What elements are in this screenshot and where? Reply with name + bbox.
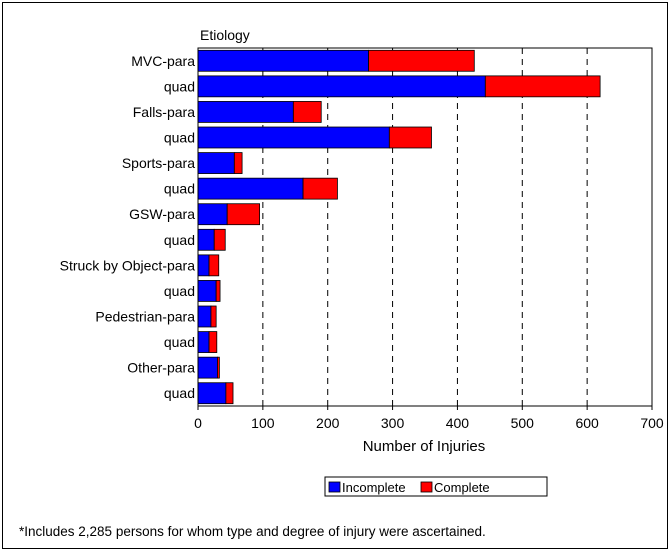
category-label: quad <box>164 78 195 94</box>
bar-complete-13 <box>226 383 233 404</box>
chart-title: Etiology <box>200 27 250 43</box>
bar-incomplete-12 <box>198 357 217 378</box>
x-tick-label: 400 <box>446 415 470 431</box>
bar-complete-0 <box>369 50 475 71</box>
bar-incomplete-4 <box>198 153 234 174</box>
bar-complete-3 <box>389 127 431 148</box>
bar-complete-6 <box>227 204 259 225</box>
x-tick-label: 200 <box>316 415 340 431</box>
legend: Incomplete Complete <box>325 477 547 496</box>
category-label: Struck by Object-para <box>60 257 196 273</box>
bar-complete-12 <box>217 357 219 378</box>
bar-incomplete-5 <box>198 178 303 199</box>
category-label: MVC-para <box>131 53 195 69</box>
category-label: quad <box>164 334 195 350</box>
bar-complete-11 <box>209 332 217 353</box>
bar-complete-7 <box>214 229 225 250</box>
legend-swatch-complete <box>421 482 432 492</box>
category-label: quad <box>164 385 195 401</box>
stacked-bar-chart: MVC-para quad Falls-para quad Sports-para qua… <box>3 3 667 548</box>
bar-complete-9 <box>216 280 220 301</box>
category-label: Other-para <box>127 360 195 376</box>
bar-incomplete-7 <box>198 229 214 250</box>
bar-complete-8 <box>209 255 219 276</box>
bar-complete-1 <box>485 76 600 97</box>
category-label: quad <box>164 130 195 146</box>
legend-swatch-incomplete <box>329 482 340 492</box>
x-tick-label: 700 <box>640 415 664 431</box>
bar-incomplete-1 <box>198 76 485 97</box>
bar-incomplete-2 <box>198 101 293 122</box>
x-tick-label: 100 <box>251 415 275 431</box>
x-axis-label: Number of Injuries <box>363 438 486 455</box>
bar-incomplete-10 <box>198 306 211 327</box>
legend-label-complete: Complete <box>434 480 490 495</box>
legend-label-incomplete: Incomplete <box>342 480 406 495</box>
bar-incomplete-3 <box>198 127 389 148</box>
x-tick-label: 600 <box>575 415 599 431</box>
bar-incomplete-9 <box>198 280 216 301</box>
category-label: Sports-para <box>122 155 195 171</box>
category-label: quad <box>164 232 195 248</box>
bar-incomplete-0 <box>198 50 369 71</box>
x-tick-label: 500 <box>511 415 535 431</box>
bar-incomplete-6 <box>198 204 227 225</box>
category-label: quad <box>164 283 195 299</box>
category-label: GSW-para <box>129 206 195 222</box>
bars <box>198 50 600 403</box>
category-label: Pedestrian-para <box>95 309 195 325</box>
bar-incomplete-13 <box>198 383 226 404</box>
category-label: Falls-para <box>133 104 195 120</box>
bar-complete-5 <box>303 178 337 199</box>
bar-complete-2 <box>293 101 321 122</box>
bar-complete-4 <box>234 153 242 174</box>
bar-incomplete-8 <box>198 255 209 276</box>
axes: MVC-para quad Falls-para quad Sports-para qua… <box>60 48 664 431</box>
footnote: *Includes 2,285 persons for whom type an… <box>19 524 486 539</box>
category-label: quad <box>164 181 195 197</box>
bar-incomplete-11 <box>198 332 209 353</box>
x-tick-label: 0 <box>194 415 202 431</box>
x-tick-label: 300 <box>381 415 405 431</box>
bar-complete-10 <box>211 306 216 327</box>
